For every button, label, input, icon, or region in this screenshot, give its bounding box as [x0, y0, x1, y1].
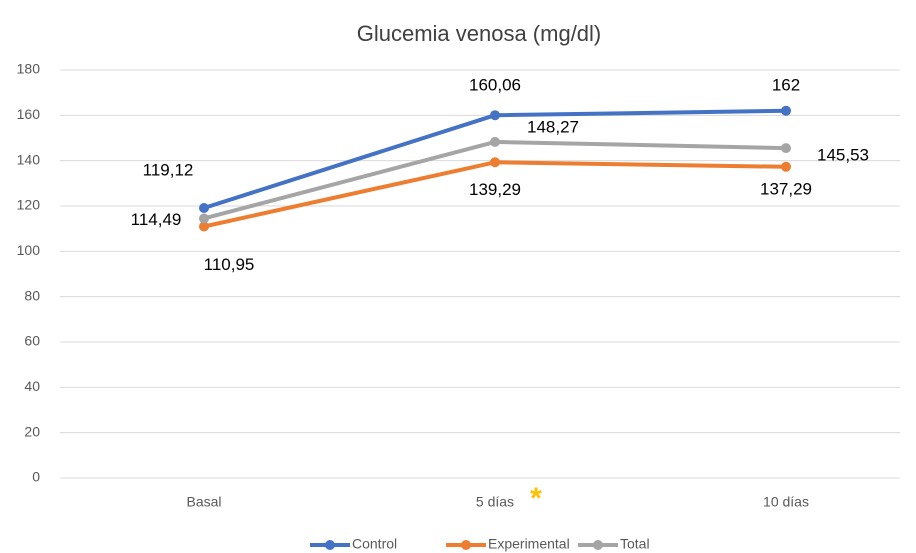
data-point — [490, 157, 500, 168]
data-point — [199, 213, 209, 224]
y-tick-label: 180 — [17, 61, 41, 77]
data-label: 137,29 — [760, 179, 812, 198]
y-tick-label: 160 — [17, 106, 41, 122]
annotation: * — [530, 482, 542, 515]
x-tick-label: 10 días — [763, 494, 809, 510]
y-tick-label: 20 — [24, 423, 40, 439]
y-tick-label: 100 — [17, 242, 41, 258]
y-tick-label: 140 — [17, 151, 41, 167]
data-point — [490, 110, 500, 121]
data-label: 160,06 — [469, 76, 521, 95]
data-point — [781, 161, 791, 172]
y-tick-label: 0 — [32, 469, 40, 485]
legend-label: Control — [352, 536, 397, 552]
data-label: 162 — [772, 75, 800, 94]
data-point — [781, 105, 791, 116]
legend-label: Experimental — [488, 536, 570, 552]
legend-label: Total — [620, 536, 650, 552]
data-label: 148,27 — [527, 117, 579, 136]
chart-title: Glucemia venosa (mg/dl) — [357, 21, 602, 46]
y-tick-label: 120 — [17, 197, 41, 213]
data-point — [199, 221, 209, 232]
legend-marker — [461, 540, 471, 550]
data-label: 119,12 — [143, 160, 194, 179]
y-tick-label: 60 — [24, 333, 40, 349]
data-point — [199, 202, 209, 213]
data-label: 110,95 — [204, 255, 255, 274]
legend-marker — [325, 540, 335, 550]
x-tick-label: 5 días — [476, 494, 514, 510]
x-tick-label: Basal — [186, 494, 221, 510]
data-label: 114,49 — [131, 210, 182, 229]
data-label: 139,29 — [469, 180, 521, 199]
data-point — [781, 143, 791, 154]
legend-marker — [593, 540, 603, 550]
y-tick-label: 40 — [24, 378, 40, 394]
data-point — [490, 136, 500, 147]
y-tick-label: 80 — [24, 287, 40, 303]
data-label: 145,53 — [817, 146, 869, 165]
